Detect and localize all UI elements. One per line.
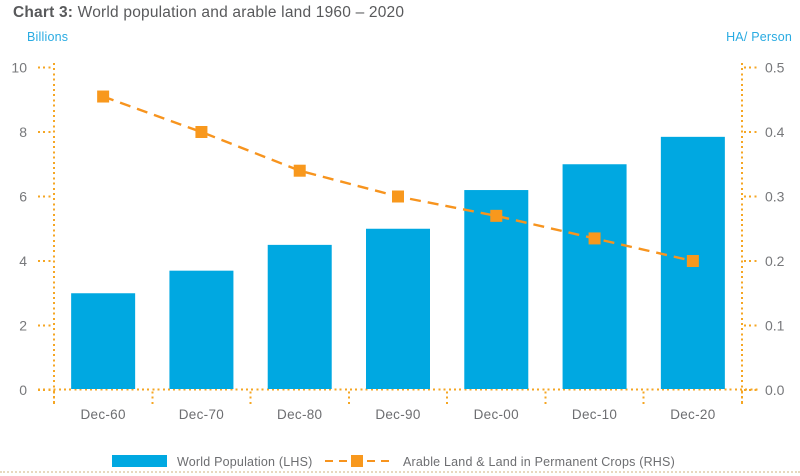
- right-tick-label: 0.4: [765, 124, 785, 140]
- right-tick-label: 0.5: [765, 60, 785, 76]
- chart-title: Chart 3: World population and arable lan…: [13, 4, 404, 22]
- right-axis-unit-label: HA/ Person: [726, 30, 792, 44]
- bar-Dec-60: [71, 293, 136, 389]
- x-category-label-Dec-10: Dec-10: [572, 407, 617, 422]
- x-category-label-Dec-60: Dec-60: [80, 407, 125, 422]
- bar-Dec-80: [267, 244, 332, 389]
- x-category-label-Dec-70: Dec-70: [179, 407, 224, 422]
- bar-Dec-00: [464, 190, 529, 389]
- chart-title-prefix: Chart 3:: [13, 4, 74, 21]
- line-marker-Dec-20: [686, 255, 699, 267]
- left-tick-label: 0: [19, 382, 27, 398]
- bar-Dec-90: [366, 228, 430, 389]
- line-marker-Dec-60: [97, 90, 110, 103]
- bar-Dec-10: [562, 164, 627, 389]
- right-tick-label: 0.2: [765, 253, 785, 269]
- bottom-dotted-rule: [0, 471, 800, 476]
- chart-title-text: World population and arable land 1960 – …: [73, 4, 405, 21]
- left-tick-label: 4: [19, 253, 27, 269]
- left-axis-unit-label: Billions: [27, 30, 69, 44]
- left-tick-label: 2: [19, 318, 27, 334]
- right-tick-label: 0.3: [765, 189, 785, 205]
- bar-Dec-70: [169, 270, 234, 389]
- line-marker-Dec-70: [195, 126, 208, 138]
- left-tick-label: 10: [11, 60, 27, 76]
- line-marker-Dec-90: [392, 190, 404, 203]
- line-marker-Dec-10: [588, 232, 601, 245]
- left-tick-label: 6: [19, 189, 27, 205]
- x-category-label-Dec-20: Dec-20: [670, 407, 715, 422]
- left-tick-label: 8: [19, 124, 27, 140]
- x-category-label-Dec-00: Dec-00: [474, 407, 519, 422]
- right-tick-label: 0.0: [765, 382, 785, 398]
- line-marker-Dec-00: [490, 209, 503, 222]
- line-marker-Dec-80: [293, 164, 306, 177]
- x-category-label-Dec-80: Dec-80: [277, 407, 322, 422]
- right-tick-label: 0.1: [765, 318, 785, 334]
- x-category-label-Dec-90: Dec-90: [375, 407, 420, 422]
